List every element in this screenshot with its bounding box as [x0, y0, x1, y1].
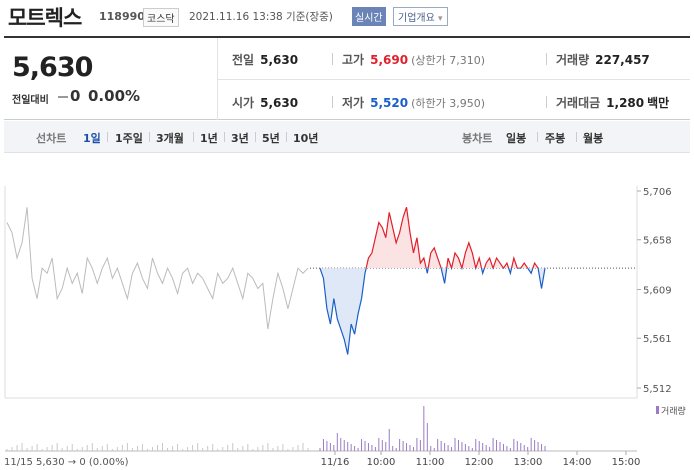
change-label: 전일대비: [12, 95, 49, 106]
x-tick-label: 14:00: [563, 457, 592, 468]
trade-amount: 거래대금 1,280 백만: [556, 96, 670, 110]
y-tick-label: 5,512: [643, 384, 672, 395]
market-badge: 코스닥: [143, 8, 179, 27]
chart-period-tabs: 선차트 1일 1주일 3개월 1년 3년 5년 10년 봉차트 일봉 주봉 월봉: [4, 121, 690, 153]
price-chart[interactable]: 5,706 5,658 5,609 5,561 5,512 거래량 11/16 10:00 11…: [0, 153, 694, 470]
up-area: [320, 207, 545, 269]
current-price: 5,630: [12, 52, 93, 83]
company-info-dropdown[interactable]: 기업개요 ▾: [393, 7, 448, 26]
tab-weekly[interactable]: 주봉: [545, 132, 566, 145]
x-tick-label: 15:00: [612, 457, 641, 468]
change-value: 0: [70, 87, 81, 105]
stock-code: 118990: [99, 10, 145, 23]
tab-1y[interactable]: 1년: [200, 132, 218, 145]
divider: [218, 79, 690, 80]
tab-3y[interactable]: 3년: [231, 132, 249, 145]
prev-close: 전일 5,630: [232, 53, 299, 67]
volume-legend-swatch: [656, 406, 659, 414]
prev-day-line: [6, 207, 309, 330]
stock-header: 모트렉스 118990 코스닥 2021.11.16 13:38 기준(장중) …: [0, 0, 694, 36]
divider: [546, 96, 547, 108]
low-price: 저가 5,520 (하한가 3,950): [342, 96, 485, 110]
tab-monthly[interactable]: 월봉: [583, 132, 604, 145]
candle-chart-label: 봉차트: [462, 132, 493, 145]
x-tick-label: 13:00: [514, 457, 543, 468]
divider: [546, 53, 547, 65]
high-price: 고가 5,690 (상한가 7,310): [342, 53, 485, 67]
line-chart-label: 선차트: [36, 132, 67, 145]
x-tick-label: 10:00: [367, 457, 396, 468]
prev-day-summary: 11/15 5,630 → 0 (0.00%): [4, 457, 129, 468]
divider: [286, 132, 287, 142]
stock-name: 모트렉스: [8, 6, 82, 30]
divider: [332, 53, 333, 65]
tab-1w[interactable]: 1주일: [115, 132, 143, 145]
tab-5y[interactable]: 5년: [262, 132, 280, 145]
y-tick-label: 5,706: [643, 187, 672, 198]
volume: 거래량 227,457: [556, 53, 650, 67]
down-area: [320, 268, 545, 355]
divider: [193, 132, 194, 142]
divider: [576, 132, 577, 142]
tab-1d[interactable]: 1일: [83, 132, 101, 145]
divider: [217, 38, 218, 120]
y-tick-label: 5,561: [643, 334, 672, 345]
volume-legend-label: 거래량: [661, 405, 686, 417]
flat-icon: [58, 96, 68, 98]
today-line-up: [319, 207, 546, 269]
open-price: 시가 5,630: [232, 96, 299, 110]
divider: [537, 132, 538, 142]
chevron-down-icon: ▾: [438, 14, 443, 24]
today-line-down: [319, 268, 546, 355]
quote-datetime: 2021.11.16 13:38 기준(장중): [189, 11, 333, 23]
x-tick-label: 11/16: [321, 457, 350, 468]
x-tick-label: 12:00: [465, 457, 494, 468]
divider: [332, 96, 333, 108]
x-tick-label: 11:00: [416, 457, 445, 468]
change-percent: 0.00%: [88, 87, 141, 105]
tab-3m[interactable]: 3개월: [156, 132, 184, 145]
divider: [224, 132, 225, 142]
divider: [107, 132, 108, 142]
company-info-label: 기업개요: [398, 13, 435, 24]
y-tick-label: 5,609: [643, 286, 672, 297]
divider: [255, 132, 256, 142]
realtime-button[interactable]: 실시간: [352, 7, 386, 26]
tab-daily[interactable]: 일봉: [506, 132, 527, 145]
price-summary: 5,630 전일대비 0 0.00% 전일 5,630 고가 5,690 (상한가 7…: [4, 36, 690, 120]
divider: [149, 132, 150, 142]
y-tick-label: 5,658: [643, 236, 672, 247]
tab-10y[interactable]: 10년: [293, 132, 319, 145]
